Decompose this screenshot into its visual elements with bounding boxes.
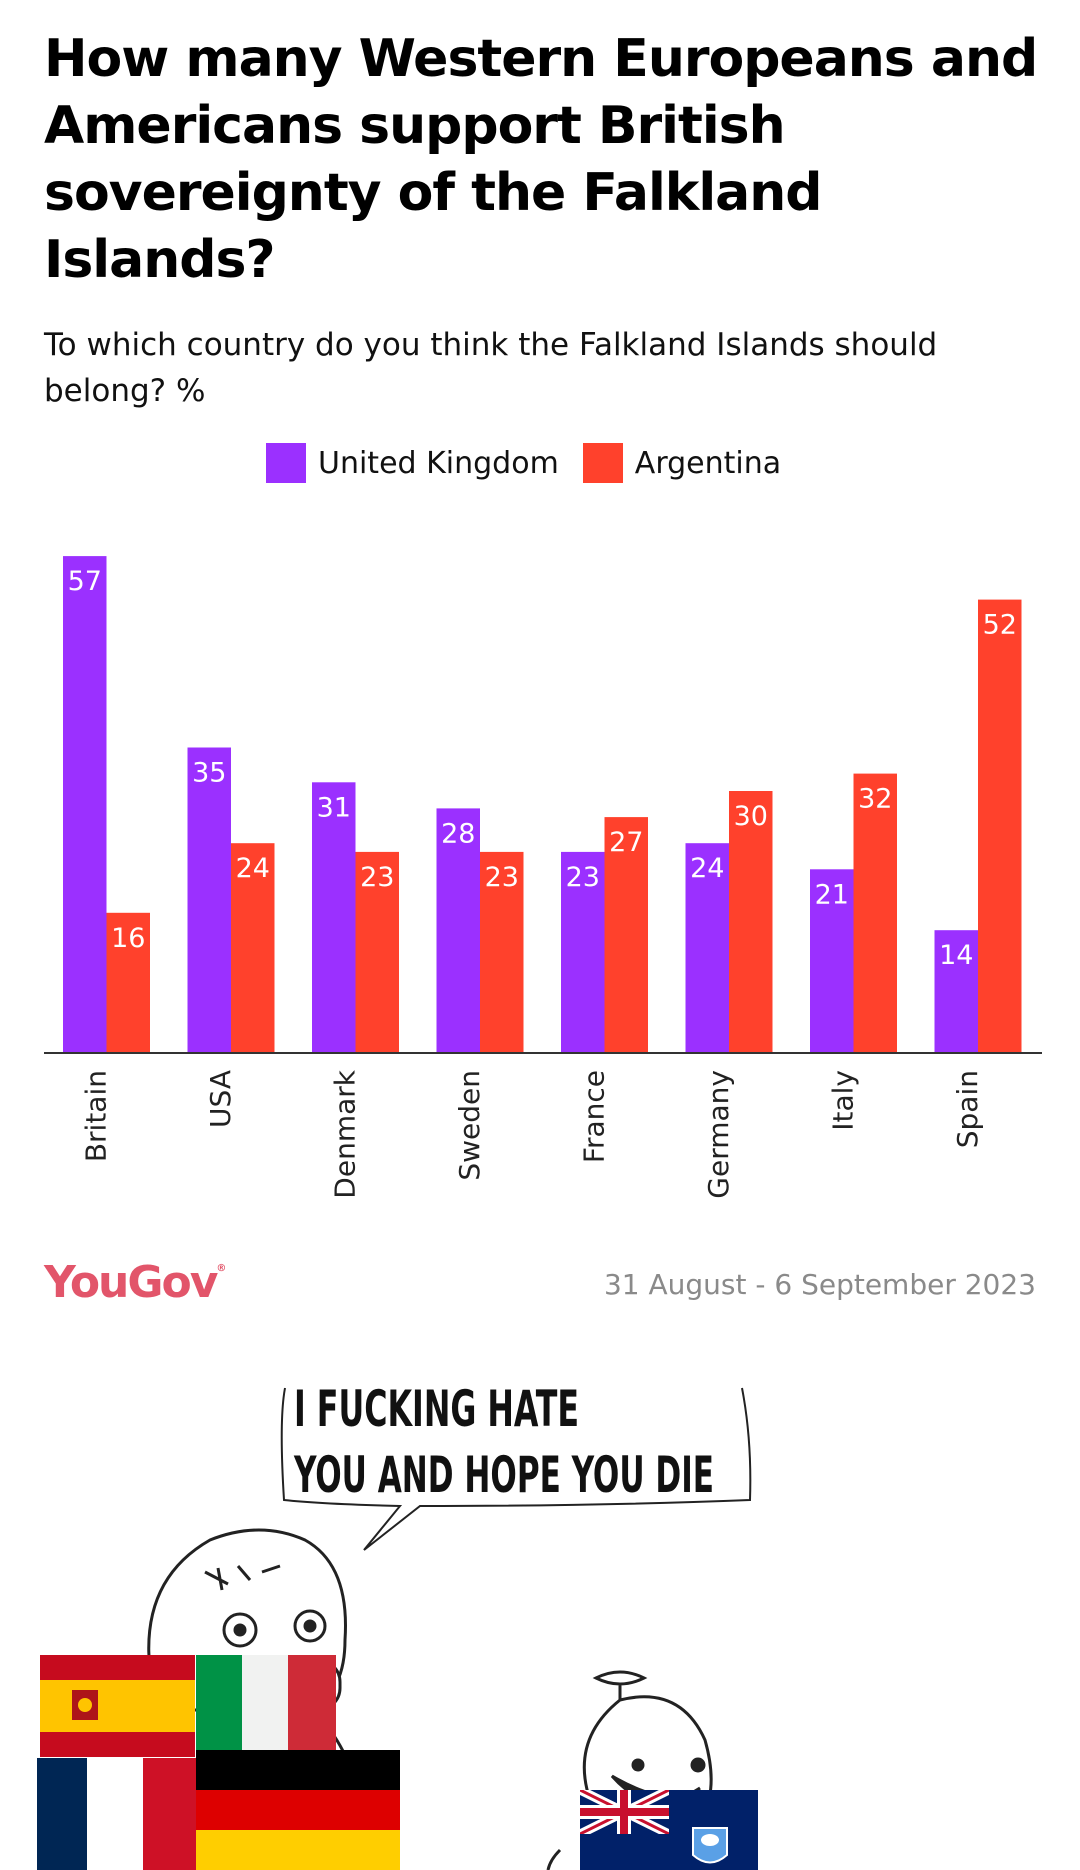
bar-united-kingdom-spain xyxy=(934,930,978,1052)
speech-line-2: YOU AND HOPE YOU DIE xyxy=(293,1446,714,1504)
bar-united-kingdom-britain xyxy=(63,556,107,1052)
bar-united-kingdom-sweden xyxy=(436,808,480,1052)
bar-united-kingdom-usa xyxy=(187,747,231,1052)
bar-argentina-germany xyxy=(729,791,773,1052)
x-tick-label-denmark: Denmark xyxy=(329,1069,362,1198)
bar-argentina-italy xyxy=(853,773,897,1052)
data-label-united-kingdom-denmark: 31 xyxy=(317,792,351,823)
data-label-united-kingdom-italy: 21 xyxy=(815,879,849,910)
data-label-united-kingdom-germany: 24 xyxy=(690,853,724,884)
bar-united-kingdom-germany xyxy=(685,843,729,1052)
france-flag xyxy=(37,1758,196,1870)
data-label-argentina-denmark: 23 xyxy=(360,862,394,893)
bar-argentina-sweden xyxy=(480,851,524,1052)
x-tick-label-britain: Britain xyxy=(80,1070,113,1162)
x-tick-label-france: France xyxy=(578,1070,611,1163)
bar-united-kingdom-italy xyxy=(810,869,854,1052)
bar-united-kingdom-denmark xyxy=(312,782,356,1052)
bar-argentina-usa xyxy=(231,843,275,1052)
data-label-argentina-france: 27 xyxy=(609,827,643,858)
data-label-united-kingdom-usa: 35 xyxy=(192,758,226,789)
bar-argentina-france xyxy=(604,817,648,1052)
x-tick-label-spain: Spain xyxy=(951,1070,984,1148)
data-label-argentina-italy: 32 xyxy=(858,784,892,815)
data-label-argentina-germany: 30 xyxy=(734,801,768,832)
data-label-united-kingdom-france: 23 xyxy=(566,862,600,893)
legend-item-argentina: Argentina xyxy=(582,443,782,483)
page-title: How many Western Europeans and Americans… xyxy=(44,29,1038,290)
data-label-argentina-usa: 24 xyxy=(236,853,270,884)
data-label-argentina-britain: 16 xyxy=(111,923,145,954)
legend-item-uk: United Kingdom xyxy=(266,443,559,483)
legend-label-argentina: Argentina xyxy=(634,445,782,481)
bar-united-kingdom-france xyxy=(561,851,605,1052)
yougov-logo: YouGov® xyxy=(44,1257,227,1308)
chart-subtitle: To which country do you think the Falkla… xyxy=(44,327,938,409)
data-label-argentina-sweden: 23 xyxy=(485,862,519,893)
x-tick-label-sweden: Sweden xyxy=(453,1070,486,1181)
germany-flag xyxy=(196,1750,400,1870)
bar-argentina-denmark xyxy=(355,851,399,1052)
spain-flag xyxy=(40,1655,195,1757)
x-tick-label-germany: Germany xyxy=(702,1070,735,1199)
italy-flag xyxy=(196,1655,336,1752)
survey-date: 31 August - 6 September 2023 xyxy=(603,1268,1036,1301)
speech-line-1: I FUCKING HATE xyxy=(294,1380,579,1438)
data-label-argentina-spain: 52 xyxy=(983,610,1017,641)
bar-argentina-spain xyxy=(978,599,1022,1052)
legend-label-uk: United Kingdom xyxy=(318,445,559,481)
bar-argentina-britain xyxy=(106,912,150,1052)
legend-swatch-argentina xyxy=(582,443,623,483)
x-tick-label-italy: Italy xyxy=(827,1070,860,1131)
data-label-united-kingdom-britain: 57 xyxy=(68,566,102,597)
data-label-united-kingdom-spain: 14 xyxy=(939,940,973,971)
x-tick-label-usa: USA xyxy=(204,1070,237,1128)
rage-comic-meme: I FUCKING HATE YOU AND HOPE YOU DIE xyxy=(37,1380,758,1870)
falkland-islands-flag xyxy=(580,1790,758,1870)
data-label-united-kingdom-sweden: 28 xyxy=(441,818,475,849)
legend-swatch-uk xyxy=(266,443,306,483)
bar-chart: 57 16 Britain 35 24 USA 31 23 Denmark 28 23 Sweden 2… xyxy=(44,556,1042,1199)
chart-legend: United Kingdom Argentina xyxy=(266,440,805,486)
speech-bubble: I FUCKING HATE YOU AND HOPE YOU DIE xyxy=(280,1380,752,1551)
